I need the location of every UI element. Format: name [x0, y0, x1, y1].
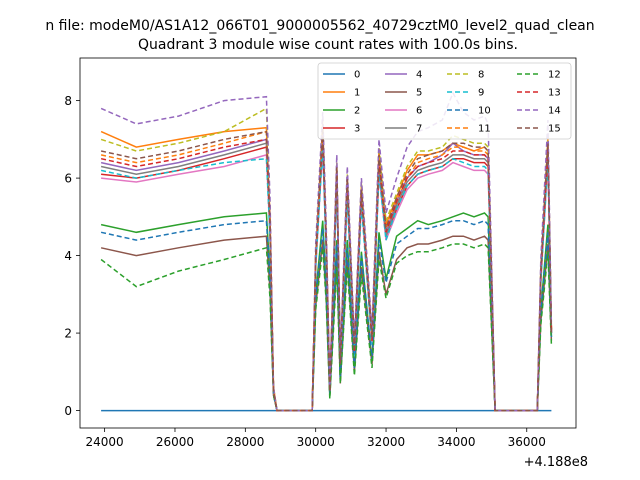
x-tick-label: 36000	[508, 435, 546, 449]
legend-label-15: 15	[548, 124, 561, 135]
y-tick-label: 2	[64, 327, 72, 341]
legend-label-7: 7	[416, 124, 422, 135]
legend-label-14: 14	[548, 106, 561, 117]
x-tick-label: 30000	[297, 435, 335, 449]
legend-label-10: 10	[478, 106, 491, 117]
legend-label-4: 4	[416, 70, 422, 81]
legend-label-8: 8	[478, 70, 484, 81]
y-tick-label: 6	[64, 172, 72, 186]
x-tick-label: 32000	[367, 435, 405, 449]
chart-title: Quadrant 3 module wise count rates with …	[138, 37, 518, 53]
y-axis: 0 2 4 6 8	[64, 94, 80, 418]
legend-label-5: 5	[416, 88, 422, 99]
legend-label-11: 11	[478, 124, 491, 135]
legend-label-2: 2	[354, 106, 360, 117]
x-axis: 24000 26000 28000 30000 32000 34000 36000	[86, 428, 546, 449]
legend-label-3: 3	[354, 124, 360, 135]
legend-label-13: 13	[548, 88, 561, 99]
legend-label-12: 12	[548, 70, 561, 81]
x-offset-label: +4.188e8	[524, 455, 588, 470]
legend-label-9: 9	[478, 88, 484, 99]
legend-label-6: 6	[416, 106, 422, 117]
y-tick-label: 0	[64, 404, 72, 418]
x-tick-label: 26000	[156, 435, 194, 449]
x-tick-label: 28000	[226, 435, 264, 449]
x-tick-label: 34000	[437, 435, 475, 449]
plot-lines	[101, 93, 551, 411]
y-tick-label: 4	[64, 249, 72, 263]
figure-suptitle: n file: modeM0/AS1A12_066T01_9000005562_…	[45, 18, 594, 34]
x-tick-label: 24000	[86, 435, 124, 449]
legend-label-0: 0	[354, 70, 360, 81]
legend-label-1: 1	[354, 88, 360, 99]
y-tick-label: 8	[64, 94, 72, 108]
